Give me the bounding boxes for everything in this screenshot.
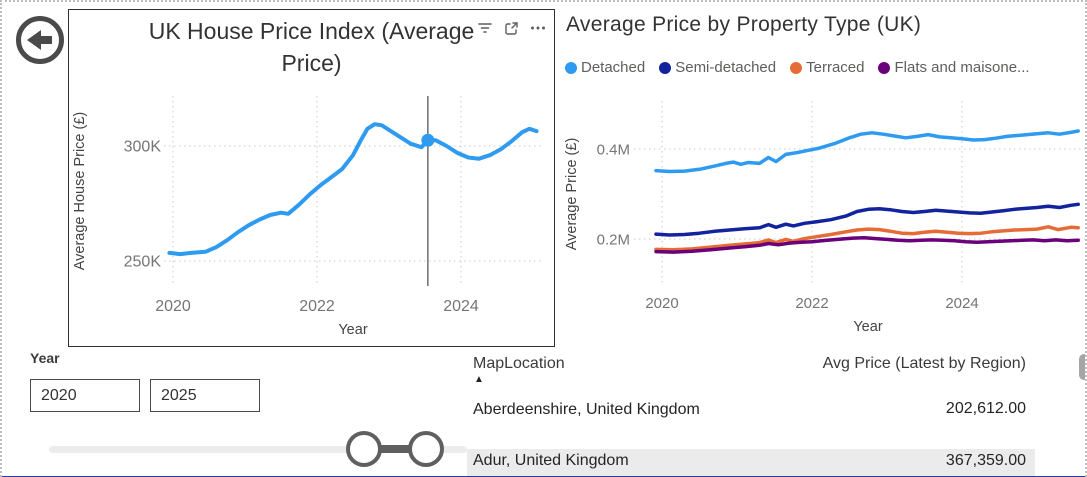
legend-dot-detached xyxy=(565,61,577,74)
legend-item-flats[interactable]: Flats and maisone... xyxy=(878,59,1030,76)
left-chart-title: UK House Price Index (Average Price) xyxy=(148,18,475,76)
table-header-underline xyxy=(467,390,1034,392)
column-header-maplocation[interactable]: MapLocation xyxy=(473,355,565,372)
visual-header-toolbar xyxy=(477,20,546,36)
slider-track[interactable] xyxy=(49,446,467,453)
table-row-price[interactable]: 367,359.00 xyxy=(945,452,1026,469)
svg-text:250K: 250K xyxy=(124,254,162,271)
visual-uk-house-price-index[interactable]: 300K 250K 2020 2022 2024 Year Average House Pr… xyxy=(68,9,555,347)
legend-dot-semi-detached xyxy=(659,61,672,74)
legend-label: Detached xyxy=(581,59,646,76)
slicer-title: Year xyxy=(30,350,60,366)
focus-mode-icon[interactable] xyxy=(504,21,519,36)
svg-text:0.4M: 0.4M xyxy=(597,142,630,159)
filter-icon[interactable] xyxy=(477,20,493,36)
svg-text:Year: Year xyxy=(853,319,882,335)
more-options-icon[interactable] xyxy=(530,25,546,31)
slicer-end-input[interactable] xyxy=(150,379,260,412)
legend: Detached Semi-detached Terraced Flats an… xyxy=(565,59,1030,76)
uk-house-price-line-chart[interactable]: 300K 250K 2020 2022 2024 Year Average House Pr… xyxy=(69,10,553,345)
svg-text:2020: 2020 xyxy=(155,298,191,315)
svg-text:Average House Price (£): Average House Price (£) xyxy=(72,112,88,271)
slider-selected-range[interactable] xyxy=(364,445,426,453)
slicer-start-input[interactable] xyxy=(30,379,140,412)
legend-label: Terraced xyxy=(806,59,865,76)
svg-text:2022: 2022 xyxy=(299,298,335,315)
legend-dot-terraced xyxy=(790,61,803,74)
back-button[interactable] xyxy=(14,14,66,66)
svg-text:2022: 2022 xyxy=(795,295,828,312)
property-type-line-chart[interactable]: 0.4M 0.2M 2020 2022 2024 Year Average Price (£… xyxy=(562,87,1087,339)
table-scrollbar-thumb[interactable] xyxy=(1079,354,1085,380)
svg-text:2020: 2020 xyxy=(645,295,678,312)
legend-item-semi-detached[interactable]: Semi-detached xyxy=(659,59,776,76)
right-chart-title: Average Price by Property Type (UK) xyxy=(566,13,922,36)
legend-label: Flats and maisone... xyxy=(894,59,1030,76)
legend-dot-flats xyxy=(878,61,891,74)
table-row-location[interactable]: Adur, United Kingdom xyxy=(473,452,629,469)
column-header-avg-price[interactable]: Avg Price (Latest by Region) xyxy=(822,355,1026,372)
svg-text:2024: 2024 xyxy=(443,298,479,315)
svg-text:2024: 2024 xyxy=(945,295,978,312)
table-row-price[interactable]: 202,612.00 xyxy=(945,400,1026,417)
svg-text:0.2M: 0.2M xyxy=(597,232,630,249)
svg-text:300K: 300K xyxy=(124,139,162,156)
svg-text:Year: Year xyxy=(338,322,367,338)
back-arrow-icon xyxy=(16,16,64,64)
legend-label: Semi-detached xyxy=(675,59,777,76)
svg-text:Average Price (£): Average Price (£) xyxy=(564,138,580,251)
table-row-location[interactable]: Aberdeenshire, United Kingdom xyxy=(473,401,700,418)
sort-ascending-icon[interactable]: ▲ xyxy=(474,374,484,385)
slider-handle-end[interactable] xyxy=(408,431,444,467)
slider-handle-start[interactable] xyxy=(346,431,382,467)
legend-item-detached[interactable]: Detached xyxy=(565,59,645,76)
table-row-background xyxy=(467,449,1035,476)
legend-item-terraced[interactable]: Terraced xyxy=(790,59,864,76)
